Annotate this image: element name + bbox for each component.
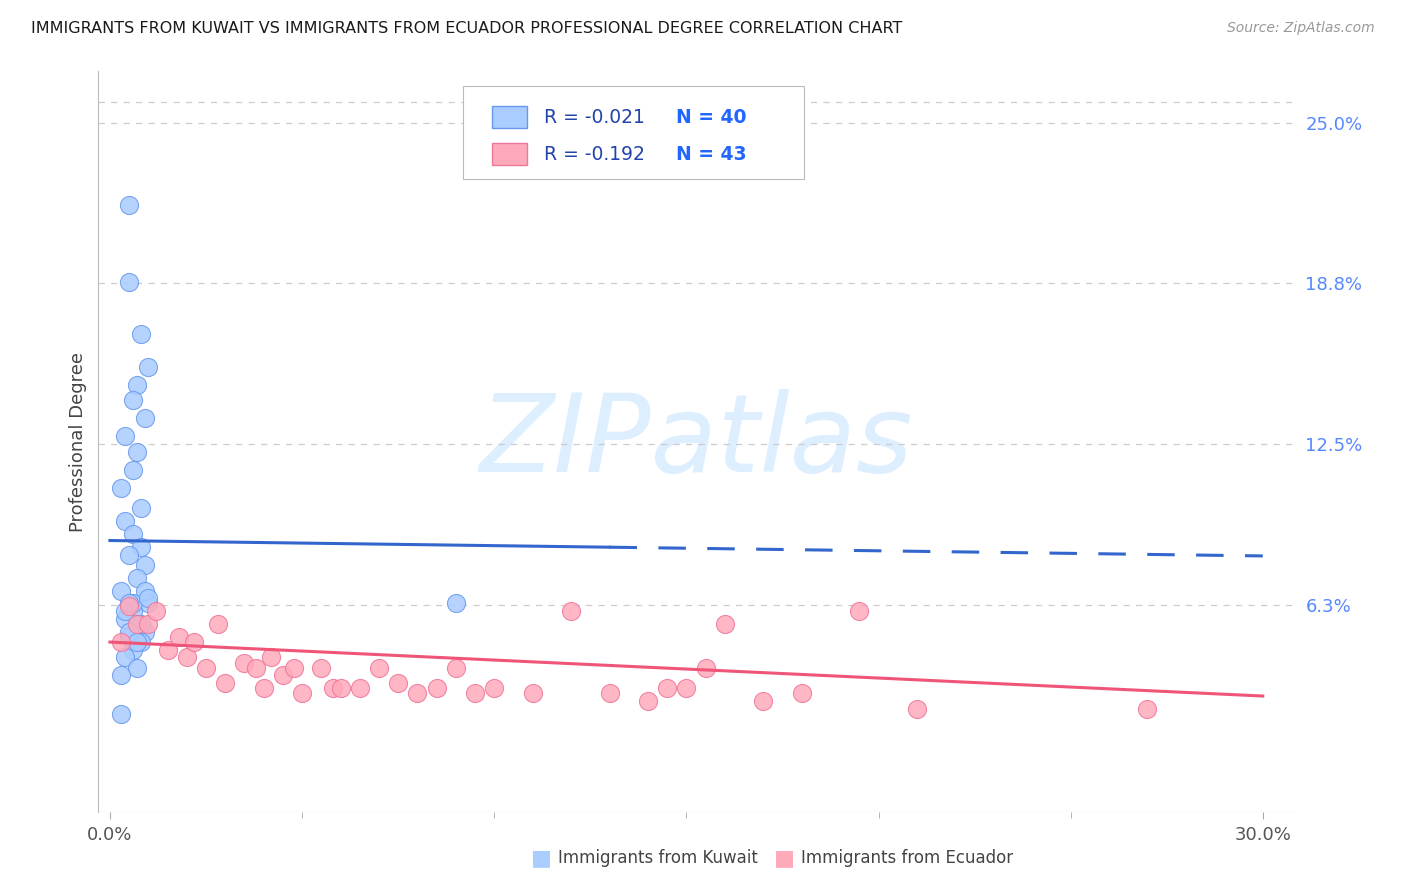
Point [118, 630, 141, 644]
Point [368, 661, 391, 675]
Point [675, 681, 697, 696]
Point [271, 668, 294, 682]
Point [905, 702, 928, 716]
Point [114, 604, 136, 618]
Point [129, 501, 152, 516]
Point [138, 359, 160, 374]
Point [118, 597, 141, 611]
Point [245, 661, 267, 675]
Point [122, 604, 145, 618]
Text: N = 40: N = 40 [676, 108, 747, 127]
Point [291, 686, 314, 700]
Point [752, 694, 775, 708]
Bar [492, 106, 527, 128]
Point [426, 681, 449, 696]
Point [110, 583, 132, 598]
Point [444, 661, 467, 675]
Text: R = -0.021: R = -0.021 [544, 108, 645, 127]
Point [122, 597, 145, 611]
Point [145, 604, 167, 618]
Point [129, 617, 152, 632]
Point [118, 275, 141, 289]
Point [134, 624, 156, 639]
Text: Source: ZipAtlas.com: Source: ZipAtlas.com [1227, 21, 1375, 36]
Point [329, 681, 352, 696]
Point [125, 617, 148, 632]
Point [125, 661, 148, 675]
Point [125, 617, 148, 632]
Point [464, 686, 486, 700]
Point [114, 514, 136, 528]
Point [283, 661, 305, 675]
Text: N = 43: N = 43 [676, 145, 747, 164]
Point [122, 463, 145, 477]
Point [110, 481, 132, 495]
Point [114, 429, 136, 443]
Point [122, 642, 145, 657]
Point [599, 686, 621, 700]
Point [214, 676, 236, 690]
Point [134, 558, 156, 572]
Point [138, 597, 160, 611]
Point [118, 198, 141, 212]
Point [657, 681, 679, 696]
Point [114, 612, 136, 626]
Text: ■: ■ [775, 848, 794, 868]
Point [125, 378, 148, 392]
Text: R = -0.192: R = -0.192 [544, 145, 645, 164]
Point [260, 650, 283, 665]
Point [790, 686, 813, 700]
Point [125, 635, 148, 649]
Point [110, 706, 132, 721]
Point [129, 635, 152, 649]
Point [695, 661, 717, 675]
Point [156, 642, 179, 657]
Point [129, 540, 152, 554]
Point [195, 661, 218, 675]
Point [110, 668, 132, 682]
Bar [492, 144, 527, 165]
Point [522, 686, 544, 700]
Point [125, 445, 148, 459]
Point [118, 624, 141, 639]
Point [484, 681, 506, 696]
Point [110, 635, 132, 649]
Point [129, 326, 152, 341]
Text: Immigrants from Kuwait: Immigrants from Kuwait [558, 849, 758, 867]
Point [183, 635, 205, 649]
Point [1136, 702, 1159, 716]
Point [637, 694, 659, 708]
Point [176, 650, 198, 665]
Point [122, 393, 145, 408]
Point [253, 681, 276, 696]
Point [233, 656, 256, 670]
Point [125, 571, 148, 585]
Text: ZIPatlas: ZIPatlas [479, 389, 912, 494]
Point [311, 661, 333, 675]
Point [134, 583, 156, 598]
FancyBboxPatch shape [463, 87, 804, 178]
Point [134, 411, 156, 425]
Point [560, 604, 582, 618]
Point [167, 630, 190, 644]
Point [406, 686, 429, 700]
Point [118, 548, 141, 562]
Point [114, 650, 136, 665]
Text: Immigrants from Ecuador: Immigrants from Ecuador [801, 849, 1014, 867]
Point [848, 604, 870, 618]
Point [713, 617, 735, 632]
Text: ■: ■ [531, 848, 551, 868]
Point [349, 681, 371, 696]
Y-axis label: Professional Degree: Professional Degree [69, 351, 87, 532]
Point [118, 599, 141, 613]
Point [444, 597, 467, 611]
Point [122, 527, 145, 541]
Point [207, 617, 229, 632]
Point [322, 681, 344, 696]
Point [138, 591, 160, 606]
Text: IMMIGRANTS FROM KUWAIT VS IMMIGRANTS FROM ECUADOR PROFESSIONAL DEGREE CORRELATIO: IMMIGRANTS FROM KUWAIT VS IMMIGRANTS FRO… [31, 21, 903, 37]
Point [138, 617, 160, 632]
Point [387, 676, 409, 690]
